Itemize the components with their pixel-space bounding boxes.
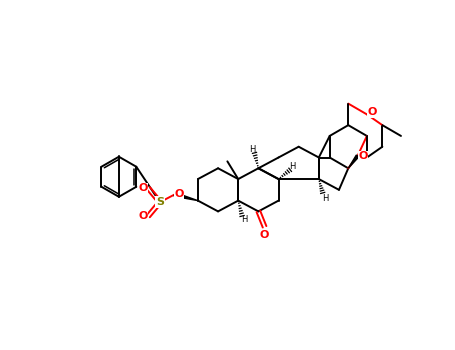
Polygon shape xyxy=(348,155,359,168)
Text: H: H xyxy=(322,194,328,203)
Text: O: O xyxy=(260,230,269,239)
Text: O: O xyxy=(138,183,147,193)
Text: H: H xyxy=(249,145,255,154)
Text: O: O xyxy=(138,211,147,221)
Text: O: O xyxy=(175,189,184,200)
Text: S: S xyxy=(156,197,164,207)
Text: H: H xyxy=(241,215,248,224)
Text: O: O xyxy=(368,107,377,117)
Text: H: H xyxy=(289,162,296,171)
Text: O: O xyxy=(359,151,368,161)
Polygon shape xyxy=(174,193,198,201)
